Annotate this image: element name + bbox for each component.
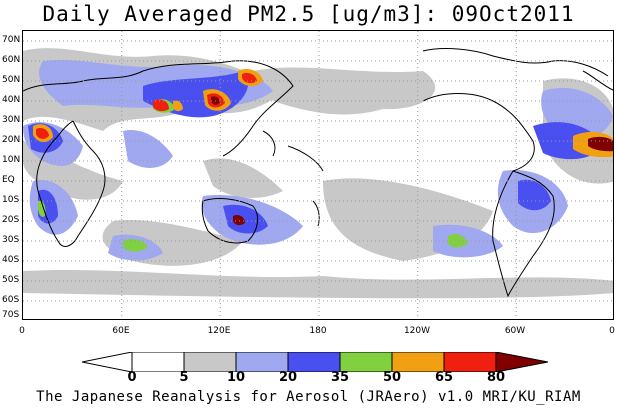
lat-label: 10S [2,195,20,205]
colorbar-segment [131,352,185,372]
colorbar-segment [391,352,445,372]
lat-label: 70S [2,310,20,320]
lat-label: 20N [2,135,21,145]
colorbar-segment [235,352,289,372]
colorbar-segment [339,352,393,372]
lat-label: 60S [2,295,20,305]
lat-label: 50S [2,275,20,285]
footer-credit: The Japanese Reanalysis for Aerosol (JRA… [36,389,581,405]
colorbar-segment [183,352,237,372]
lat-label: 40N [2,95,21,105]
graticule [23,31,613,319]
lat-label: 30N [2,115,21,125]
colorbar-label: 65 [434,370,454,385]
lon-label: 0 [19,326,25,336]
lat-label: 30S [2,235,20,245]
colorbar-segment-lowest [82,352,133,372]
lon-label: 120E [207,326,231,336]
colorbar [82,352,548,372]
lon-label: 120W [403,326,431,336]
aerosol-field-green [37,98,468,252]
colorbar-label: 20 [278,370,298,385]
lon-label: 180 [309,326,327,336]
colorbar-segment-highest [495,352,548,372]
lat-label: 20S [2,215,20,225]
colorbar-segment [287,352,341,372]
lon-label: 0 [609,326,615,336]
lat-label: 10N [2,155,21,165]
map-title: Daily Averaged PM2.5 [ug/m3]: 09Oct2011 [42,2,575,26]
colorbar-label: 10 [226,370,246,385]
colorbar-label: 0 [127,370,137,385]
lat-label: 70N [2,35,21,45]
aerosol-field-hot [33,69,613,226]
colorbar-label: 50 [382,370,402,385]
colorbar-label: 5 [179,370,189,385]
map-canvas [23,31,613,319]
lat-label: 40S [2,255,20,265]
lat-label: 50N [2,75,21,85]
lat-label: 60N [2,55,21,65]
colorbar-label: 80 [486,370,506,385]
colorbar-segment [443,352,497,372]
lon-label: 60W [504,326,526,336]
lon-label: 60E [112,326,130,336]
lat-label: EQ [2,175,15,185]
colorbar-label: 35 [330,370,350,385]
pm25-map [22,30,614,320]
